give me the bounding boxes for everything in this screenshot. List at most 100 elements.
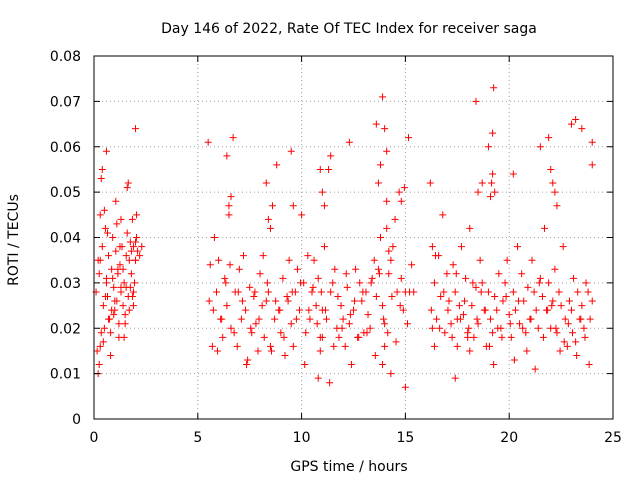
data-point (238, 297, 246, 305)
data-point (489, 129, 497, 137)
data-point (98, 165, 106, 173)
data-point (345, 138, 353, 146)
data-point (93, 347, 101, 355)
data-point (430, 279, 438, 287)
data-point (430, 342, 438, 350)
data-point (484, 143, 492, 151)
data-point (273, 161, 281, 169)
data-point (109, 234, 117, 241)
data-point (128, 215, 136, 223)
data-point (501, 279, 509, 287)
data-point (293, 265, 301, 273)
data-point (105, 252, 113, 260)
data-point (588, 138, 596, 146)
data-point (555, 288, 563, 296)
data-point (267, 347, 275, 355)
data-point (515, 297, 523, 305)
data-point (260, 333, 268, 341)
data-point (287, 320, 295, 328)
data-point (256, 270, 264, 278)
data-point (567, 306, 575, 314)
data-point (318, 333, 326, 341)
data-point (387, 370, 395, 378)
x-axis-label: GPS time / hours (290, 459, 407, 475)
data-point (379, 93, 387, 101)
data-point (524, 283, 532, 291)
x-tick-label: 0 (90, 430, 99, 446)
data-point (540, 224, 548, 232)
data-point (364, 311, 372, 319)
data-point (281, 351, 289, 359)
data-point (553, 329, 561, 337)
y-tick-label: 0.07 (50, 94, 81, 110)
data-point (478, 279, 486, 287)
data-point (381, 320, 389, 328)
data-point (491, 188, 499, 196)
data-point (346, 311, 354, 319)
data-point (453, 342, 461, 350)
data-point (506, 320, 514, 328)
data-point (375, 270, 383, 278)
data-point (310, 256, 318, 264)
data-point (574, 288, 582, 296)
data-point (539, 333, 547, 341)
data-point (122, 283, 130, 291)
data-point (428, 243, 436, 251)
data-point (432, 252, 440, 260)
data-point (96, 256, 104, 264)
data-point (208, 342, 216, 350)
data-point (563, 342, 571, 350)
data-point (204, 138, 212, 146)
data-point (128, 292, 136, 300)
data-point (401, 383, 409, 391)
data-point (507, 333, 515, 341)
data-point (457, 243, 465, 251)
x-tick-label: 25 (604, 430, 622, 446)
data-point (470, 333, 478, 341)
data-point (101, 292, 109, 300)
data-point (334, 292, 342, 300)
data-point (374, 265, 382, 273)
chart-title: Day 146 of 2022, Rate Of TEC Index for r… (161, 21, 537, 37)
data-point (345, 320, 353, 328)
data-point (584, 288, 592, 296)
data-point (247, 324, 255, 332)
data-point (351, 297, 359, 305)
data-point (380, 315, 388, 323)
data-point (499, 297, 507, 305)
x-tick-label: 15 (396, 430, 414, 446)
data-point (255, 315, 263, 323)
data-point (129, 243, 137, 251)
data-point (379, 361, 387, 369)
data-point (271, 315, 279, 323)
data-point (316, 165, 324, 173)
data-point (530, 288, 538, 296)
data-point (544, 306, 552, 314)
data-point (225, 211, 233, 219)
data-point (111, 297, 119, 305)
data-point (503, 256, 511, 264)
data-point (559, 243, 567, 251)
data-point (391, 215, 399, 223)
data-point (119, 302, 127, 310)
data-point (451, 288, 459, 296)
data-point (427, 306, 435, 314)
data-point (477, 288, 485, 296)
data-point (355, 333, 363, 341)
data-point (410, 288, 418, 296)
data-point (305, 306, 313, 314)
data-point (440, 288, 448, 296)
data-point (138, 243, 146, 251)
data-point (276, 306, 284, 314)
data-point (549, 297, 557, 305)
data-point (523, 347, 531, 355)
data-point (560, 338, 568, 346)
data-point (586, 315, 594, 323)
data-point (110, 311, 118, 319)
data-point (405, 134, 413, 142)
data-point (452, 270, 460, 278)
data-point (565, 297, 573, 305)
x-tick-label: 10 (293, 430, 311, 446)
data-point (124, 179, 132, 187)
data-point (490, 84, 498, 92)
